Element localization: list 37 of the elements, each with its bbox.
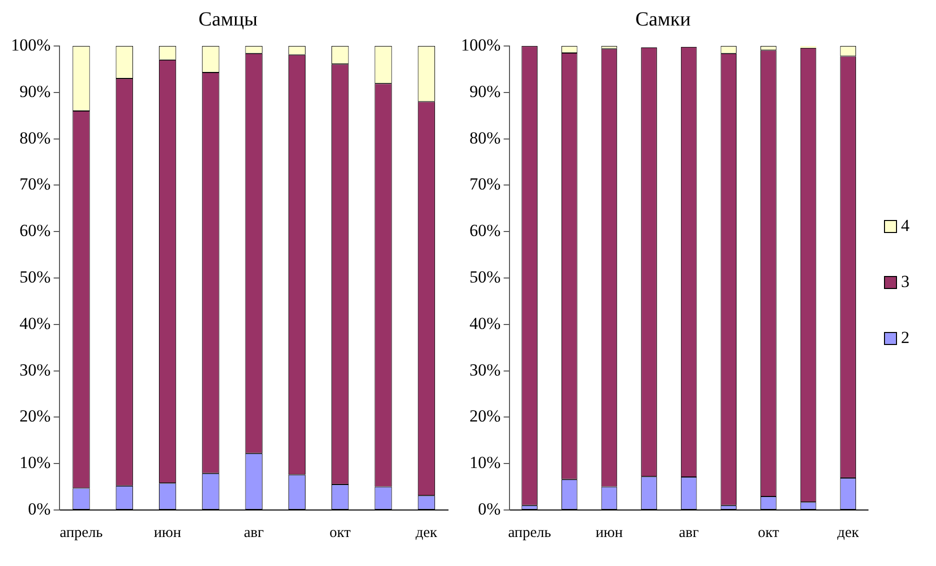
legend-label: 3	[901, 272, 910, 292]
y-tick-label: 30%	[19, 360, 51, 380]
y-tick-label: 90%	[19, 82, 51, 101]
y-tick-label: 80%	[469, 128, 501, 148]
chart-title: Самцы	[198, 8, 258, 30]
y-tick-label: 60%	[469, 221, 501, 240]
y-tick-label: 70%	[19, 174, 51, 194]
y-tick-label: 100%	[460, 35, 501, 54]
y-tick-label: 80%	[19, 128, 51, 148]
x-tick-label: авг	[244, 524, 264, 541]
y-tick-label: 30%	[469, 360, 501, 380]
y-tick-label: 50%	[19, 267, 51, 286]
y-tick-label: 10%	[469, 453, 501, 472]
x-tick-label: авг	[678, 524, 699, 541]
y-tick-label: 60%	[19, 221, 51, 240]
x-tick-label: дек	[416, 524, 438, 541]
legend-label: 2	[901, 328, 910, 348]
y-tick-label: 90%	[469, 82, 501, 101]
y-tick-label: 40%	[19, 314, 51, 333]
x-tick-label: июн	[596, 524, 623, 541]
y-tick-label: 100%	[10, 35, 51, 54]
legend-label: 4	[901, 216, 910, 236]
y-tick-label: 10%	[19, 453, 51, 472]
chart-title: Самки	[635, 8, 691, 30]
x-tick-label: июн	[154, 524, 182, 541]
y-tick-label: 0%	[28, 499, 51, 518]
x-tick-label: окт	[330, 524, 352, 541]
y-tick-label: 20%	[19, 406, 51, 426]
y-tick-label: 50%	[469, 267, 501, 286]
x-tick-label: апрель	[508, 524, 552, 541]
y-tick-label: 40%	[469, 314, 501, 333]
x-tick-label: дек	[837, 524, 860, 541]
x-tick-label: окт	[758, 524, 780, 541]
y-tick-label: 70%	[469, 174, 501, 194]
y-tick-label: 0%	[478, 499, 501, 518]
y-tick-label: 20%	[469, 406, 501, 426]
x-tick-label: апрель	[60, 524, 103, 541]
